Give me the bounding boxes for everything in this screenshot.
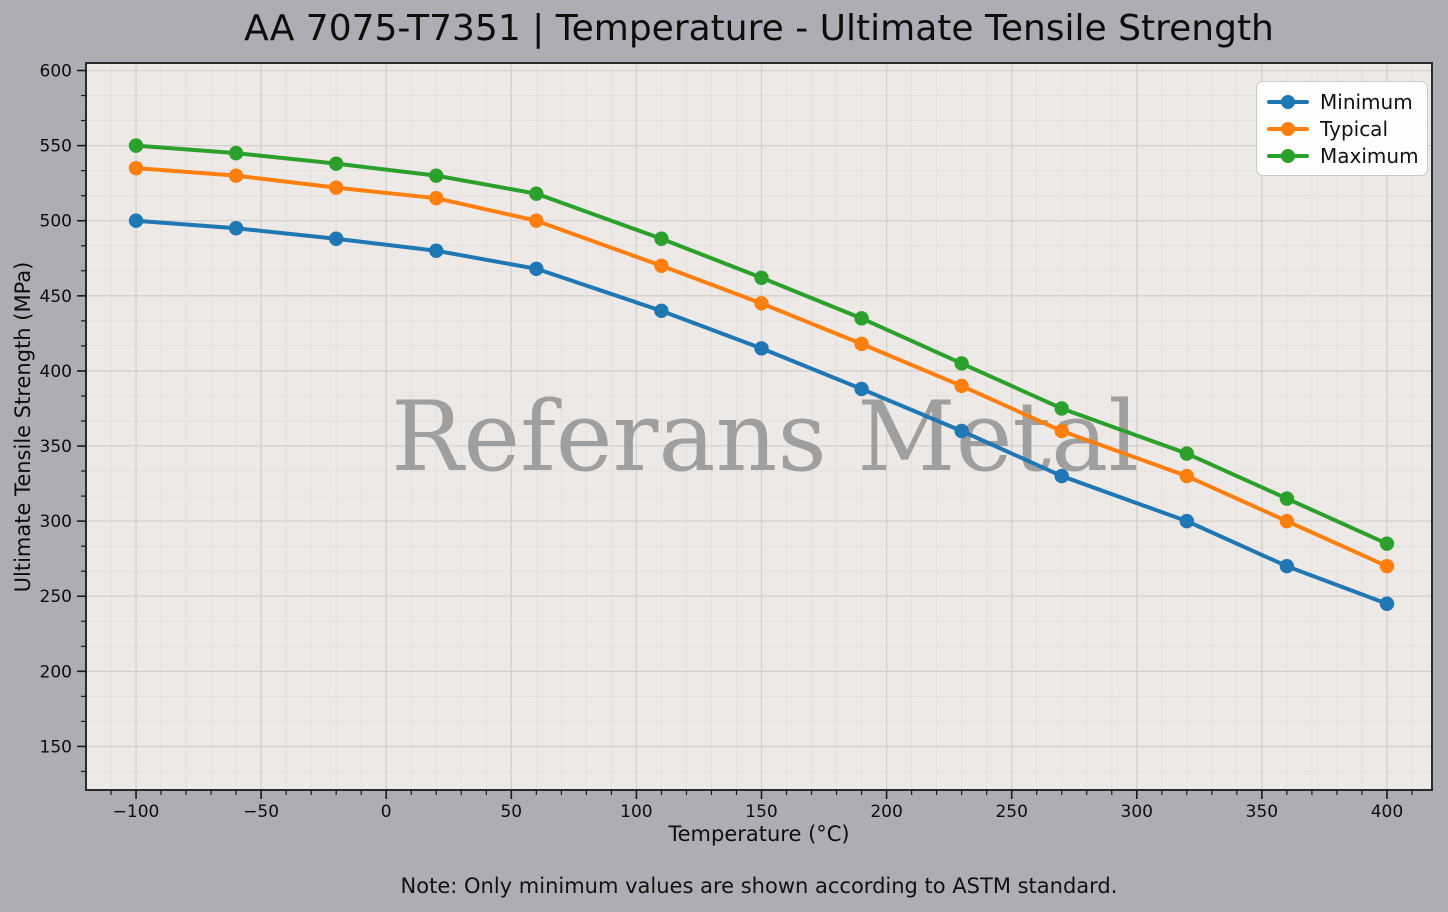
data-point xyxy=(1279,513,1295,529)
data-point xyxy=(954,378,969,394)
data-point xyxy=(328,231,344,246)
data-point xyxy=(128,138,144,153)
chart-title: AA 7075-T7351 | Temperature - Ultimate T… xyxy=(244,8,1274,49)
x-tick-label: −100 xyxy=(113,802,160,822)
x-tick-label: 300 xyxy=(1121,802,1153,822)
data-point xyxy=(128,213,144,228)
y-tick-label: 150 xyxy=(40,737,72,757)
footnote: Note: Only minimum values are shown acco… xyxy=(400,874,1118,898)
data-point xyxy=(1279,491,1295,506)
y-tick-label: 250 xyxy=(40,587,72,607)
data-point xyxy=(429,243,444,258)
series-typical xyxy=(128,160,1395,574)
y-tick-label: 500 xyxy=(40,212,72,232)
data-point xyxy=(429,168,444,183)
legend-line-swatch-maximum xyxy=(1267,148,1309,163)
data-point xyxy=(228,145,244,161)
x-tick-label: 250 xyxy=(995,802,1027,822)
data-point xyxy=(954,423,969,439)
x-tick-label: 200 xyxy=(870,802,902,822)
axes-spines xyxy=(85,62,1433,791)
x-tick-label: 350 xyxy=(1246,802,1278,822)
x-axis-label: Temperature (°C) xyxy=(668,822,850,846)
grid-minor xyxy=(86,63,1432,790)
y-axis-label: Ultimate Tensile Strength (MPa) xyxy=(11,261,35,593)
data-point xyxy=(1054,401,1069,416)
data-point xyxy=(128,160,144,176)
x-tick-label: 150 xyxy=(745,802,777,822)
data-point xyxy=(854,336,869,352)
data-point xyxy=(754,341,769,356)
legend-marker-icon xyxy=(1281,94,1295,109)
x-tick-label: 100 xyxy=(620,802,652,822)
legend-line-swatch-typical xyxy=(1267,121,1309,136)
y-tick-label: 600 xyxy=(40,62,72,82)
data-point xyxy=(754,270,769,285)
data-point xyxy=(328,180,344,195)
legend-label-minimum: Minimum xyxy=(1320,89,1413,114)
data-point xyxy=(1379,536,1395,551)
data-point xyxy=(328,156,344,171)
data-point xyxy=(1179,468,1195,484)
axis-tick-labels: −100 −50 0 50 100 150 200 250 300 350 400 150 200 250… xyxy=(40,62,1404,822)
grid-major xyxy=(86,63,1432,790)
data-point xyxy=(1054,423,1069,439)
y-tick-label: 200 xyxy=(40,662,72,682)
data-point xyxy=(228,168,244,183)
y-tick-label: 400 xyxy=(40,362,72,382)
data-point xyxy=(1179,513,1195,529)
legend-item-minimum: Minimum xyxy=(1267,89,1417,114)
data-point xyxy=(1279,558,1295,574)
data-point xyxy=(854,311,869,326)
data-point xyxy=(1379,558,1395,574)
legend-line-swatch-minimum xyxy=(1267,94,1309,109)
x-tick-label: −50 xyxy=(243,802,279,822)
data-point xyxy=(954,356,969,371)
legend-marker-icon xyxy=(1281,121,1295,136)
data-point xyxy=(1379,596,1395,611)
y-tick-label: 350 xyxy=(40,437,72,457)
watermark-text: Referans Metal xyxy=(391,381,1139,493)
data-point xyxy=(1179,446,1195,461)
data-point xyxy=(654,258,669,273)
data-point xyxy=(429,190,444,206)
legend-item-typical: Typical xyxy=(1267,116,1417,141)
data-point xyxy=(1054,468,1069,484)
legend-label-maximum: Maximum xyxy=(1320,143,1419,168)
data-point xyxy=(529,186,544,201)
y-tick-label: 300 xyxy=(40,512,72,532)
series-maximum xyxy=(128,138,1395,551)
legend: Minimum Typical Maximum xyxy=(1256,81,1428,176)
x-tick-label: 400 xyxy=(1371,802,1403,822)
x-tick-label: 50 xyxy=(500,802,522,822)
legend-item-maximum: Maximum xyxy=(1267,143,1419,168)
axis-ticks xyxy=(77,69,1413,799)
series-minimum xyxy=(128,213,1395,611)
data-point xyxy=(228,221,244,236)
legend-label-typical: Typical xyxy=(1320,116,1388,141)
data-point xyxy=(529,213,544,228)
data-point xyxy=(654,303,669,319)
data-point xyxy=(754,296,769,311)
y-tick-label: 550 xyxy=(40,137,72,157)
legend-marker-icon xyxy=(1281,148,1295,163)
y-tick-label: 450 xyxy=(40,287,72,307)
data-point xyxy=(654,231,669,246)
data-point xyxy=(529,261,544,276)
x-tick-label: 0 xyxy=(381,802,392,822)
data-point xyxy=(854,381,869,397)
